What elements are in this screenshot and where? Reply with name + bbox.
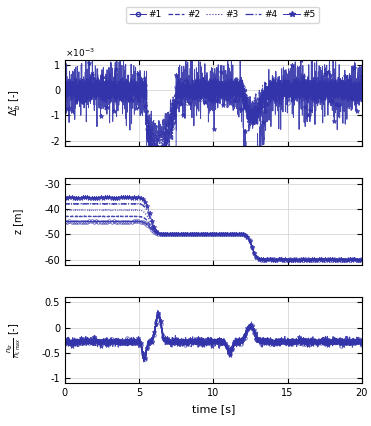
Text: $\times 10^{-3}$: $\times 10^{-3}$ (65, 46, 95, 59)
Y-axis label: z [m]: z [m] (13, 209, 23, 234)
X-axis label: time [s]: time [s] (192, 404, 235, 414)
Y-axis label: $\frac{n_{lz}}{n_{l,max}}$ [-]: $\frac{n_{lz}}{n_{l,max}}$ [-] (6, 322, 23, 358)
Y-axis label: $\Delta_b^z$ [-]: $\Delta_b^z$ [-] (8, 89, 23, 116)
Legend: #1, #2, #3, #4, #5: #1, #2, #3, #4, #5 (126, 7, 319, 23)
